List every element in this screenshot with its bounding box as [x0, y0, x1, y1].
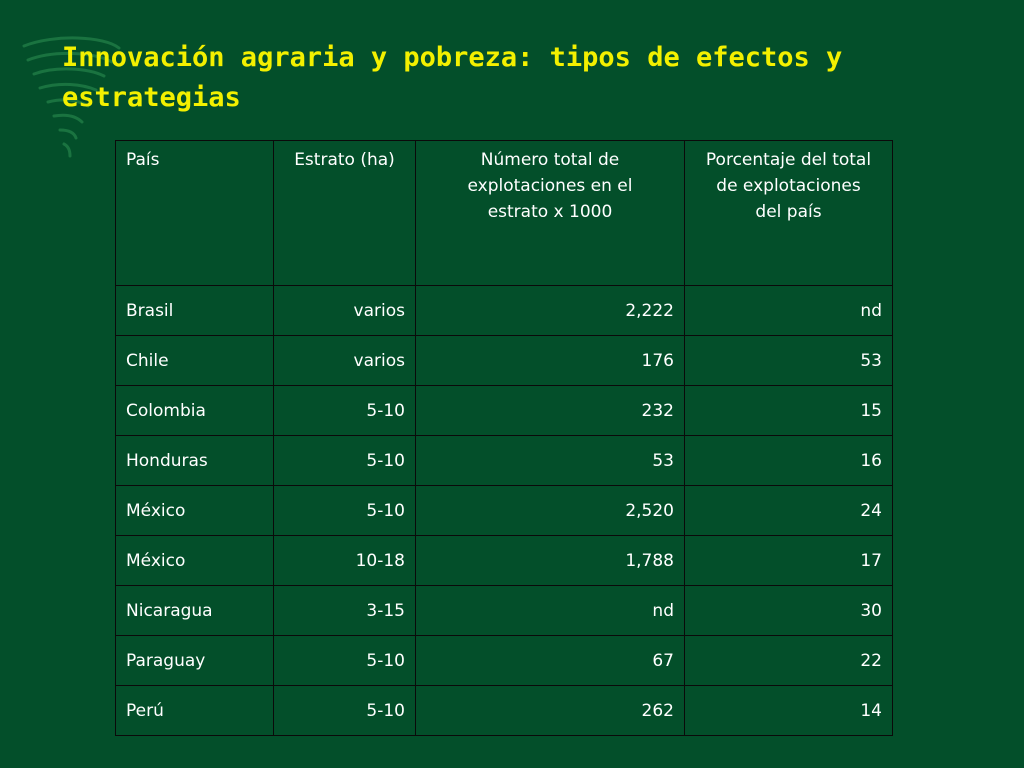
table-row: Brasil varios 2,222 nd	[115, 285, 893, 336]
table-row: Honduras 5-10 53 16	[115, 435, 893, 486]
cell-estrato: varios	[273, 285, 416, 336]
cell-numero: 67	[415, 635, 685, 686]
cell-numero: 2,222	[415, 285, 685, 336]
slide-title: Innovación agraria y pobreza: tipos de e…	[62, 42, 843, 113]
header-porcentaje: Porcentaje del total de explotaciones de…	[684, 140, 893, 286]
cell-numero: 2,520	[415, 485, 685, 536]
cell-porcentaje: 30	[684, 585, 893, 636]
cell-numero: 232	[415, 385, 685, 436]
cell-estrato: 5-10	[273, 685, 416, 736]
table-row: México 10-18 1,788 17	[115, 535, 893, 586]
cell-numero: 262	[415, 685, 685, 736]
cell-pais: Honduras	[115, 435, 274, 486]
cell-pais: México	[115, 485, 274, 536]
swirl-logo-icon	[22, 36, 121, 158]
table-row: Paraguay 5-10 67 22	[115, 635, 893, 686]
table-row: Colombia 5-10 232 15	[115, 385, 893, 436]
cell-estrato: 10-18	[273, 535, 416, 586]
cell-porcentaje: 15	[684, 385, 893, 436]
header-porcentaje-label: Porcentaje del total de explotaciones de…	[705, 150, 872, 222]
cell-porcentaje: 17	[684, 535, 893, 586]
cell-porcentaje: nd	[684, 285, 893, 336]
cell-pais: Nicaragua	[115, 585, 274, 636]
cell-estrato: varios	[273, 335, 416, 386]
header-pais: País	[115, 140, 274, 286]
cell-pais: México	[115, 535, 274, 586]
farms-table: País Estrato (ha) Número total de explot…	[115, 140, 893, 736]
cell-estrato: 5-10	[273, 635, 416, 686]
header-numero-label: Número total de explotaciones en el estr…	[467, 150, 633, 222]
cell-porcentaje: 53	[684, 335, 893, 386]
cell-pais: Paraguay	[115, 635, 274, 686]
header-pais-label: País	[126, 150, 160, 170]
cell-estrato: 5-10	[273, 435, 416, 486]
cell-porcentaje: 14	[684, 685, 893, 736]
table-row: Chile varios 176 53	[115, 335, 893, 386]
table-header-row: País Estrato (ha) Número total de explot…	[115, 140, 893, 286]
table-row: Nicaragua 3-15 nd 30	[115, 585, 893, 636]
cell-numero: nd	[415, 585, 685, 636]
cell-pais: Chile	[115, 335, 274, 386]
table-row: Perú 5-10 262 14	[115, 685, 893, 736]
cell-porcentaje: 24	[684, 485, 893, 536]
cell-estrato: 5-10	[273, 385, 416, 436]
header-numero: Número total de explotaciones en el estr…	[415, 140, 685, 286]
cell-porcentaje: 22	[684, 635, 893, 686]
cell-pais: Colombia	[115, 385, 274, 436]
cell-estrato: 5-10	[273, 485, 416, 536]
cell-estrato: 3-15	[273, 585, 416, 636]
header-estrato: Estrato (ha)	[273, 140, 416, 286]
cell-numero: 1,788	[415, 535, 685, 586]
header-estrato-label: Estrato (ha)	[294, 150, 395, 170]
cell-pais: Brasil	[115, 285, 274, 336]
cell-numero: 176	[415, 335, 685, 386]
cell-numero: 53	[415, 435, 685, 486]
cell-pais: Perú	[115, 685, 274, 736]
cell-porcentaje: 16	[684, 435, 893, 486]
table-row: México 5-10 2,520 24	[115, 485, 893, 536]
